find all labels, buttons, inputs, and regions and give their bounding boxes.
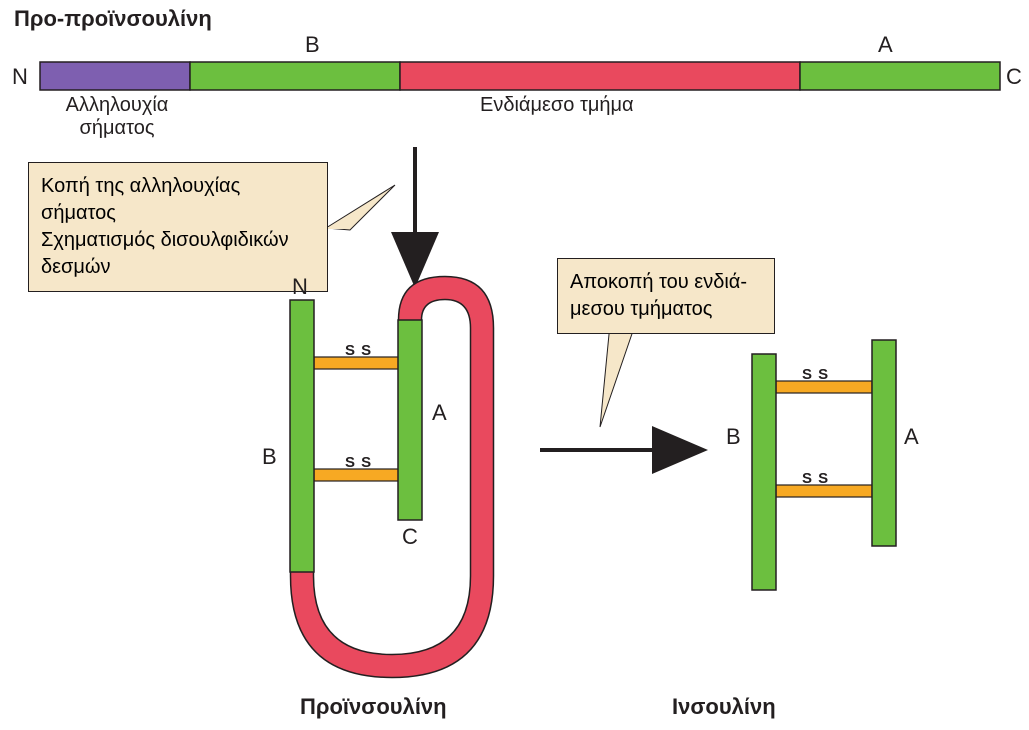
insulin-ss-1: S S xyxy=(802,366,829,383)
segment-connecting xyxy=(400,62,800,90)
ss-label-1: S S xyxy=(345,342,372,359)
insulin-structure: S S S S xyxy=(752,340,896,590)
callout2-pointer xyxy=(600,324,635,427)
insulin-ss-2: S S xyxy=(802,470,829,487)
proinsulin-structure: S S S S xyxy=(290,277,494,678)
callout1-pointer xyxy=(326,185,395,230)
callout1-line2: Σχηματισμός δισουλφιδικών xyxy=(41,227,315,254)
segment-a xyxy=(800,62,1000,90)
a-label-top: A xyxy=(878,32,893,58)
callout2-line1: Αποκοπή του ενδιά- xyxy=(570,269,762,296)
c-terminus-label: C xyxy=(1006,64,1022,90)
segment-b xyxy=(190,62,400,90)
title-preproinsulin: Προ-προϊνσουλίνη xyxy=(14,6,212,32)
proinsulin-b-label: B xyxy=(262,444,277,470)
title-insulin: Ινσουλίνη xyxy=(672,694,776,720)
callout1-line3: δεσμών xyxy=(41,254,315,281)
callout-step2: Αποκοπή του ενδιά- μεσου τμήματος xyxy=(557,258,775,334)
proinsulin-chain-b xyxy=(290,300,314,572)
callout-step1: Κοπή της αλληλουχίας σήματος Σχηματισμός… xyxy=(28,162,328,292)
callout1-line1: Κοπή της αλληλουχίας σήματος xyxy=(41,173,315,227)
proinsulin-chain-a xyxy=(398,320,422,520)
preproinsulin-bar xyxy=(40,62,1000,90)
segment-signal xyxy=(40,62,190,90)
b-label-top: B xyxy=(305,32,320,58)
insulin-chain-b xyxy=(752,354,776,590)
insulin-b-label: B xyxy=(726,424,741,450)
proinsulin-a-label: A xyxy=(432,400,447,426)
signal-seq-line1: Αλληλουχία xyxy=(66,94,169,116)
connecting-segment-label: Ενδιάμεσο τμήμα xyxy=(480,94,634,117)
proinsulin-c-label: C xyxy=(402,524,418,550)
ss-label-2: S S xyxy=(345,454,372,471)
callout2-line2: μεσου τμήματος xyxy=(570,296,762,323)
insulin-a-label: A xyxy=(904,424,919,450)
n-terminus-label: N xyxy=(12,64,28,90)
proinsulin-n-label: N xyxy=(292,274,308,300)
title-proinsulin: Προϊνσουλίνη xyxy=(300,694,447,720)
signal-seq-line2: σήματος xyxy=(80,117,155,139)
insulin-chain-a xyxy=(872,340,896,546)
signal-sequence-label: Αλληλουχία σήματος xyxy=(52,94,182,140)
